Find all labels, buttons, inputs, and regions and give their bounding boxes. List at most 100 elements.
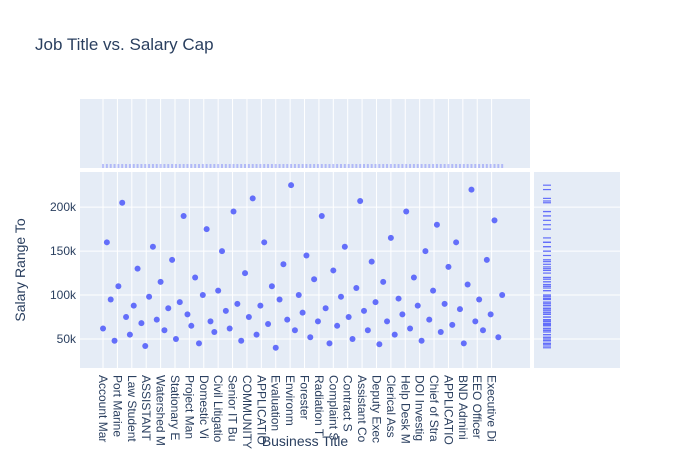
marginal-x-bar — [140, 164, 143, 168]
x-tick-label: Senior IT Bu — [226, 375, 240, 441]
point — [268, 283, 275, 290]
point — [265, 321, 272, 328]
x-tick-label: COMMUNITY — [240, 375, 254, 449]
point — [280, 261, 287, 268]
marginal-x-bar — [336, 164, 339, 168]
point — [149, 243, 156, 250]
marginal-x-bar — [462, 164, 465, 168]
marginal-x-bar — [247, 164, 250, 168]
y-axis-title: Salary Range To — [12, 218, 28, 321]
point — [456, 306, 463, 313]
marginal-x-bar — [501, 164, 504, 168]
marginal-x-bar — [132, 164, 135, 168]
marginal-x-bar — [136, 164, 139, 168]
point — [188, 322, 195, 329]
marginal-x-bar — [455, 164, 458, 168]
point — [491, 217, 498, 224]
point — [245, 314, 252, 321]
point — [107, 296, 114, 303]
point — [407, 325, 414, 332]
marginal-x-bar — [401, 164, 404, 168]
point — [169, 256, 176, 263]
marginal-x-bar — [290, 164, 293, 168]
point — [138, 320, 145, 327]
marginal-x-bar — [151, 164, 154, 168]
point — [487, 311, 494, 318]
marginal-x-bar — [343, 164, 346, 168]
x-tick-label: Deputy Exec — [369, 375, 383, 443]
point — [464, 281, 471, 288]
marginal-x-bar — [228, 164, 231, 168]
marginal-x-bar — [320, 164, 323, 168]
marginal-x-bar — [102, 164, 105, 168]
marginal-x-bar — [213, 164, 216, 168]
point — [165, 305, 172, 312]
marginal-x-bar — [447, 164, 450, 168]
marginal-x-bar — [286, 164, 289, 168]
marginal-x-bar — [251, 164, 254, 168]
marginal-x-bar — [182, 164, 185, 168]
marginal-x-bar — [174, 164, 177, 168]
marginal-x-bar — [171, 164, 174, 168]
x-tick-label: Clerical Ass — [384, 375, 398, 438]
marginal-x-bar — [194, 164, 197, 168]
point — [330, 267, 337, 274]
point — [195, 340, 202, 347]
marginal-x-bar — [221, 164, 224, 168]
x-tick-label: Chief of Stra — [427, 375, 441, 442]
marginal-x-bar — [117, 164, 120, 168]
marginal-x-bar — [386, 164, 389, 168]
point — [387, 234, 394, 241]
point — [364, 327, 371, 334]
point — [395, 295, 402, 302]
marginal-x-bar — [155, 164, 158, 168]
marginal-x-bar — [282, 164, 285, 168]
marginal-x-bar — [109, 164, 112, 168]
point — [234, 300, 241, 307]
point — [130, 302, 137, 309]
marginal-x-bar — [309, 164, 312, 168]
point — [226, 325, 233, 332]
marginal-x-bar — [451, 164, 454, 168]
point — [207, 318, 214, 325]
point — [219, 248, 226, 255]
marginal-x-bar — [493, 164, 496, 168]
marginal-x-bar — [267, 164, 270, 168]
x-tick-label: Environm — [283, 375, 297, 426]
x-tick-label: Forester — [298, 375, 312, 420]
marginal-x-bar — [305, 164, 308, 168]
marginal-x-bar — [205, 164, 208, 168]
marginal-x-bar — [113, 164, 116, 168]
point — [349, 335, 356, 342]
point — [134, 265, 141, 272]
point — [437, 328, 444, 335]
point — [318, 212, 325, 219]
marginal-x-bar — [209, 164, 212, 168]
point — [222, 307, 229, 314]
point — [449, 321, 456, 328]
x-tick-label: BND Admini — [456, 375, 470, 440]
marginal-x-bar — [293, 164, 296, 168]
marginal-x-bar — [378, 164, 381, 168]
point — [430, 287, 437, 294]
x-tick-label: Executive Di — [485, 375, 499, 442]
marginal-x-bar — [481, 164, 484, 168]
point — [103, 239, 110, 246]
point — [418, 337, 425, 344]
marginal-x-bar — [201, 164, 204, 168]
point — [299, 309, 306, 316]
marginal-x-bar — [497, 164, 500, 168]
point — [242, 270, 249, 277]
y-tick-label: 150k — [50, 244, 77, 258]
marginal-x-bar — [105, 164, 108, 168]
marginal-x-bar — [355, 164, 358, 168]
marginal-x-bar — [428, 164, 431, 168]
point — [119, 199, 126, 206]
point — [288, 182, 295, 189]
marginal-x-bar — [389, 164, 392, 168]
point — [291, 327, 298, 334]
x-tick-label: Assistant Co — [355, 375, 369, 443]
marginal-x-bar — [370, 164, 373, 168]
marginal-x-bar — [366, 164, 369, 168]
marginal-x-bar — [297, 164, 300, 168]
